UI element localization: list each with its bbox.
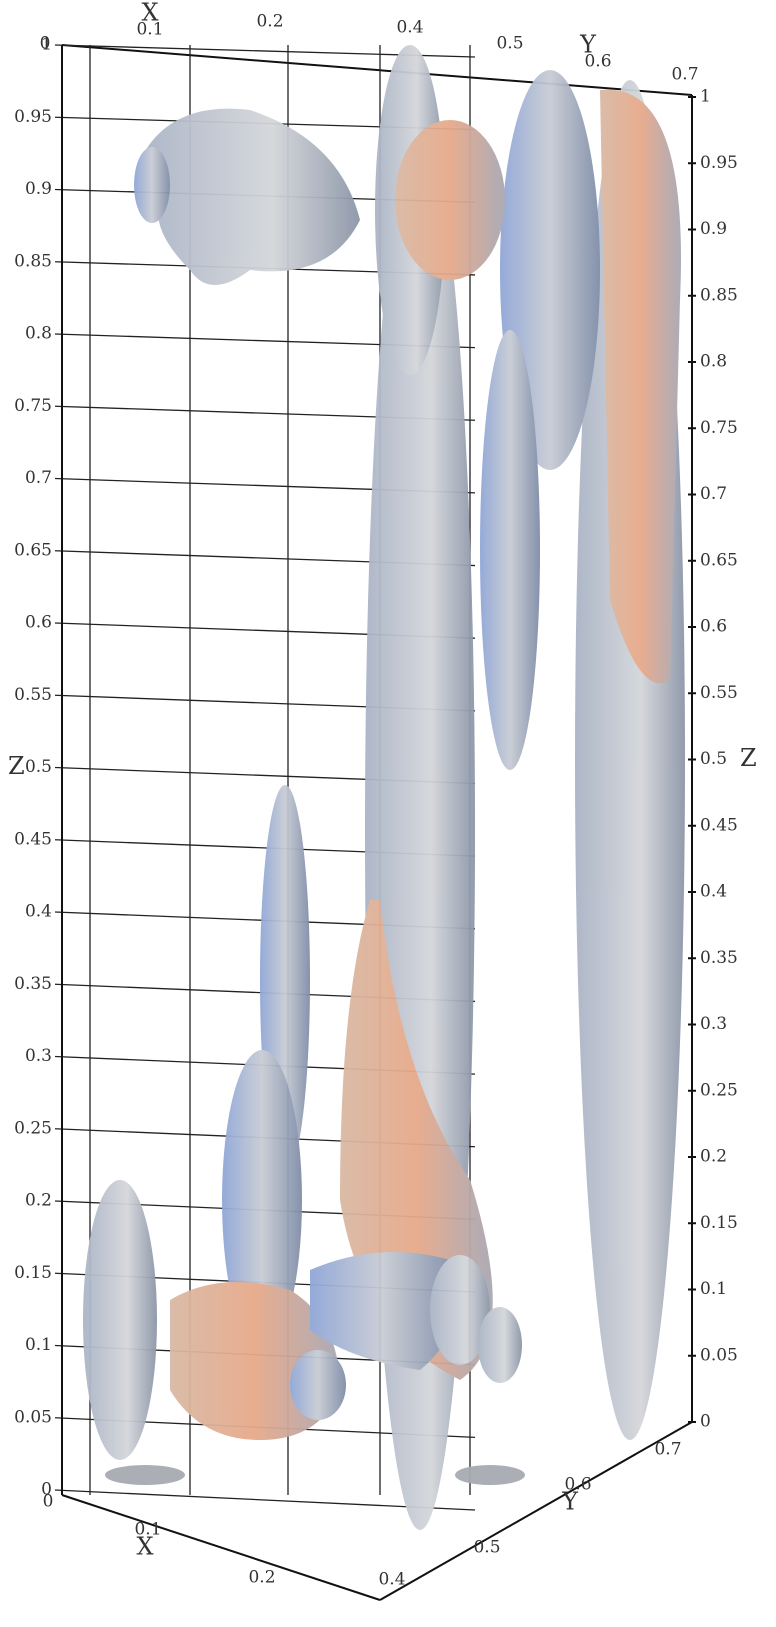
- z-tick-label: 0.95: [14, 107, 52, 127]
- tick-label: 0.1: [136, 20, 163, 40]
- isosurface: [83, 1180, 157, 1460]
- z-tick-label: 0.45: [700, 815, 738, 835]
- z-tick-label: 0.15: [14, 1263, 52, 1283]
- tick-label: 0.4: [378, 1570, 405, 1590]
- z-tick-label: 0.3: [25, 1046, 52, 1066]
- isosurface: [430, 1255, 490, 1365]
- z-tick-label: 0.3: [700, 1014, 727, 1034]
- isosurfaces: [83, 45, 685, 1530]
- tick-label: 0.2: [256, 12, 283, 32]
- tick-label: 0.5: [473, 1538, 500, 1558]
- z-tick-label: 0.8: [25, 324, 52, 344]
- box-edge: [379, 1421, 693, 1601]
- isosurface: [290, 1350, 346, 1420]
- box-frame: [61, 44, 693, 1601]
- tick-label: 0.6: [584, 52, 611, 72]
- z-tick-label: 0.35: [14, 974, 52, 994]
- grid-line: [54, 1489, 476, 1511]
- tick-label: 0: [43, 1492, 54, 1512]
- shadow: [105, 1465, 185, 1485]
- z-tick-label: 0.1: [700, 1279, 727, 1299]
- z-axis-title: Z: [740, 744, 757, 772]
- z-tick-label: 0.85: [700, 285, 738, 305]
- z-tick-label: 0.4: [700, 882, 727, 902]
- tick-label: 0: [40, 34, 51, 54]
- isosurface: [140, 108, 360, 285]
- z-tick-label: 0.6: [700, 617, 727, 637]
- tick-label: 0.2: [248, 1568, 275, 1588]
- z-tick-label: 0.15: [700, 1213, 738, 1233]
- axis-title: X: [136, 1533, 153, 1561]
- z-tick-label: 0.2: [700, 1147, 727, 1167]
- axis-title: Y: [579, 31, 597, 59]
- z-tick-label: 0.35: [700, 948, 738, 968]
- box-edge: [61, 44, 693, 96]
- z-tick-label: 0.95: [700, 153, 738, 173]
- z-tick-label: 0.55: [700, 683, 738, 703]
- axis-title: X: [141, 0, 158, 27]
- isosurface: [478, 1307, 522, 1383]
- tick-label: 0.4: [396, 18, 423, 38]
- z-tick-label: 0.7: [700, 484, 727, 504]
- isosurface: [600, 89, 681, 684]
- z-tick-label: 1: [41, 35, 52, 55]
- z-tick-label: 0.8: [700, 352, 727, 372]
- z-tick-label: 0.05: [14, 1407, 52, 1427]
- z-tick-label: 0: [41, 1480, 52, 1500]
- isosurface: [395, 120, 505, 280]
- z-tick-label: 0.65: [14, 540, 52, 560]
- z-tick-label: 0.75: [700, 418, 738, 438]
- tick-label: 0.1: [134, 1520, 161, 1540]
- z-tick-label: 0.25: [14, 1118, 52, 1138]
- tick-label: 0.5: [496, 34, 523, 54]
- isosurface: [134, 147, 170, 223]
- z-axis-title: Z: [8, 752, 25, 780]
- tick-label: 0.7: [671, 65, 698, 85]
- axis-title: Y: [561, 1488, 579, 1516]
- box-edge: [61, 1494, 381, 1601]
- z-tick-label: 0.5: [700, 749, 727, 769]
- z-tick-label: 0.45: [14, 829, 52, 849]
- isosurface: [310, 1252, 456, 1370]
- z-tick-label: 0.1: [25, 1335, 52, 1355]
- z-tick-label: 0.9: [25, 179, 52, 199]
- z-tick-label: 0.25: [700, 1080, 738, 1100]
- z-tick-label: 0.5: [25, 757, 52, 777]
- axis-labels: 1 0.95 0.9 0.85 0.8 0.75 0.7 0.65 0.6 0.55 0.5 0.45…: [8, 0, 757, 1590]
- z-tick-label: 0.55: [14, 685, 52, 705]
- z-tick-label: 0.85: [14, 251, 52, 271]
- z-tick-label: 0.7: [25, 468, 52, 488]
- isosurface: [480, 330, 540, 770]
- z-tick-label: 0.05: [700, 1345, 738, 1365]
- isosurface: [222, 1050, 302, 1350]
- z-tick-label: 0.2: [25, 1191, 52, 1211]
- tick-label: 0.6: [564, 1475, 591, 1495]
- shadow: [455, 1465, 525, 1485]
- z-tick-label: 0: [700, 1412, 711, 1432]
- z-tick-label: 1: [700, 87, 711, 107]
- z-tick-label: 0.75: [14, 396, 52, 416]
- z-tick-label: 0.4: [25, 902, 52, 922]
- tick-label: 0.7: [654, 1440, 681, 1460]
- z-tick-label: 0.9: [700, 219, 727, 239]
- z-tick-label: 0.6: [25, 613, 52, 633]
- z-tick-label: 0.65: [700, 550, 738, 570]
